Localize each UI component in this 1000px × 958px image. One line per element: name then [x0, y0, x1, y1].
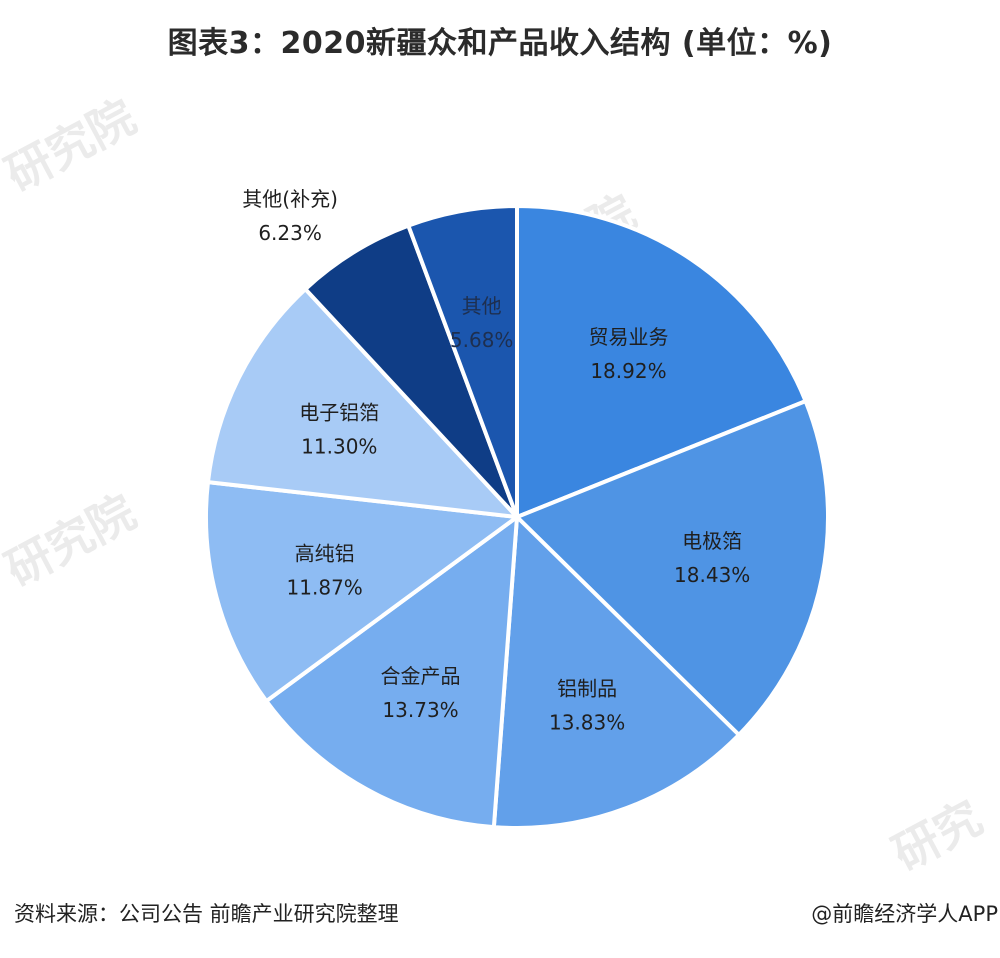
- pie-slice-6: [303, 223, 519, 519]
- slice-label-0: 贸易业务: [588, 325, 668, 349]
- pie-slice-5: [205, 287, 519, 519]
- pie-labels: 贸易业务 18.92% 电极箔 18.43% 铝制品 13.83% 合金产品 13.73% 高纯…: [242, 187, 750, 734]
- pie-slice-7: [406, 204, 519, 519]
- pie-slice-3: [264, 515, 519, 830]
- slice-label-7: 其他: [462, 294, 502, 318]
- pie-slices: [204, 204, 830, 830]
- slice-label-2: 铝制品: [557, 676, 617, 700]
- slice-label-5: 电子铝箔: [299, 400, 379, 424]
- pie-slice-4: [204, 480, 519, 704]
- slice-value-7: 5.68%: [450, 328, 514, 352]
- pie-slice-0: [515, 204, 808, 519]
- slice-value-1: 18.43%: [674, 563, 750, 587]
- pie-slice-1: [515, 399, 830, 737]
- slice-value-0: 18.92%: [590, 359, 666, 383]
- slice-label-1: 电极箔: [682, 529, 742, 553]
- slice-value-6: 6.23%: [258, 221, 322, 245]
- brand-credit: @前瞻经济学人APP: [811, 902, 998, 926]
- slice-value-4: 11.87%: [287, 575, 363, 599]
- source-note: 资料来源：公司公告 前瞻产业研究院整理: [14, 902, 399, 926]
- slice-label-3: 合金产品: [381, 664, 461, 688]
- slice-label-6: 其他(补充): [242, 187, 338, 211]
- slice-value-3: 13.73%: [382, 698, 458, 722]
- slice-value-2: 13.83%: [549, 710, 625, 734]
- pie-slice-2: [491, 515, 741, 830]
- slice-value-5: 11.30%: [301, 434, 377, 458]
- slice-label-4: 高纯铝: [295, 541, 355, 565]
- chart-title: 图表3：2020新疆众和产品收入结构 (单位：%): [167, 26, 833, 61]
